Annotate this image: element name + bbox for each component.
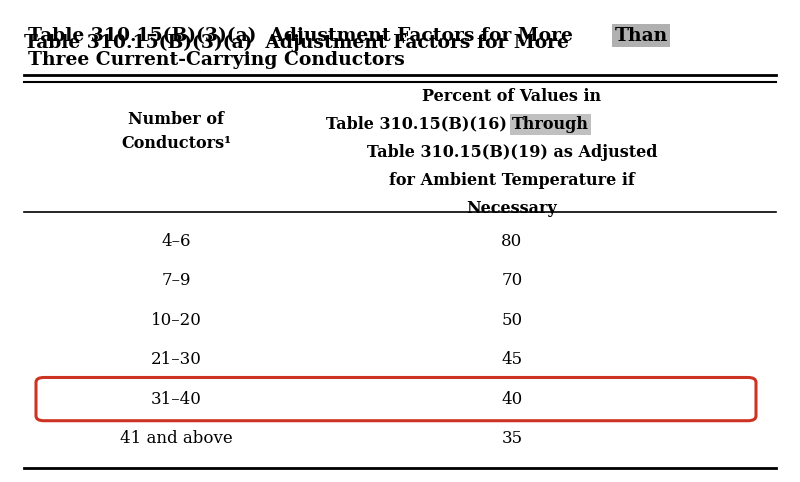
Text: Percent of Values in: Percent of Values in [422,88,602,105]
Text: 31–40: 31–40 [150,390,202,408]
Text: 4–6: 4–6 [162,232,190,250]
Text: 70: 70 [502,272,522,289]
Text: 50: 50 [502,311,522,329]
Text: Three Current-Carrying Conductors: Three Current-Carrying Conductors [28,51,405,68]
Text: 41 and above: 41 and above [120,430,232,447]
Text: 10–20: 10–20 [150,311,202,329]
Text: 80: 80 [502,232,522,250]
Text: Conductors¹: Conductors¹ [121,135,231,152]
Text: Through: Through [512,116,589,133]
Text: 40: 40 [502,390,522,408]
Text: for Ambient Temperature if: for Ambient Temperature if [389,172,635,188]
Text: Than: Than [614,27,668,44]
Text: 45: 45 [502,351,522,368]
Text: Table 310.15(B)(3)(a)  Adjustment Factors for More: Table 310.15(B)(3)(a) Adjustment Factors… [28,27,579,45]
Text: Table 310.15(B)(3)(a)  Adjustment Factors for More: Table 310.15(B)(3)(a) Adjustment Factors… [24,34,575,52]
Text: 7–9: 7–9 [162,272,190,289]
Text: Table 310.15(B)(16): Table 310.15(B)(16) [326,116,512,133]
Text: 21–30: 21–30 [150,351,202,368]
Text: Table 310.15(B)(19) as Adjusted: Table 310.15(B)(19) as Adjusted [366,144,658,161]
Text: Necessary: Necessary [466,200,558,216]
Text: Number of: Number of [128,111,224,128]
Text: 35: 35 [502,430,522,447]
